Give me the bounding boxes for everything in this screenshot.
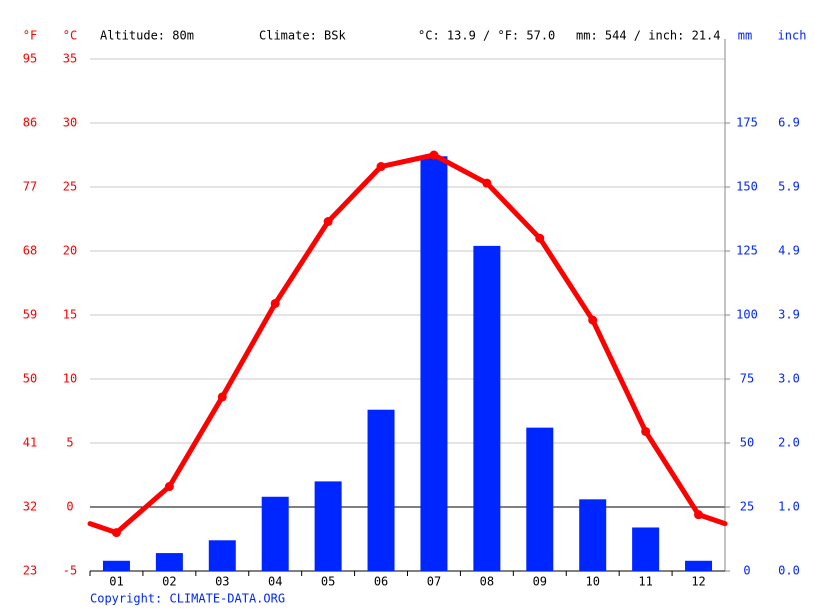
x-tick-label: 03 bbox=[215, 575, 229, 589]
f-tick-label: 23 bbox=[23, 564, 37, 578]
x-tick-label: 10 bbox=[585, 575, 599, 589]
point bbox=[376, 162, 386, 172]
y2-tick-label: 150 bbox=[736, 180, 758, 194]
point bbox=[323, 217, 333, 227]
bar bbox=[261, 496, 289, 571]
y-tick-label: -5 bbox=[63, 564, 77, 578]
y-tick-label: 30 bbox=[63, 116, 77, 130]
point bbox=[694, 510, 704, 520]
inch-tick-label: 6.9 bbox=[778, 116, 800, 130]
altitude: Altitude: 80m bbox=[100, 29, 194, 43]
point bbox=[270, 298, 280, 308]
bar bbox=[579, 499, 607, 571]
bar bbox=[473, 245, 501, 571]
bar bbox=[367, 409, 395, 571]
x-tick-label: 08 bbox=[480, 575, 494, 589]
y-tick-label: 10 bbox=[63, 372, 77, 386]
f-unit: °F bbox=[23, 29, 37, 43]
bar bbox=[102, 560, 130, 571]
y-tick-label: 35 bbox=[63, 52, 77, 66]
temp-mean: °C: 13.9 / °F: 57.0 bbox=[418, 29, 555, 43]
copyright: Copyright: CLIMATE-DATA.ORG bbox=[90, 592, 285, 606]
y2-tick-label: 125 bbox=[736, 244, 758, 258]
y2-tick-label: 25 bbox=[740, 500, 754, 514]
inch-tick-label: 5.9 bbox=[778, 180, 800, 194]
point bbox=[641, 426, 651, 436]
f-tick-label: 41 bbox=[23, 436, 37, 450]
f-tick-label: 95 bbox=[23, 52, 37, 66]
f-tick-label: 77 bbox=[23, 180, 37, 194]
x-tick-label: 09 bbox=[533, 575, 547, 589]
y2-tick-label: 100 bbox=[736, 308, 758, 322]
y2-tick-label: 50 bbox=[740, 436, 754, 450]
y2-tick-label: 75 bbox=[740, 372, 754, 386]
bar bbox=[314, 481, 342, 571]
bar bbox=[685, 560, 713, 571]
y-tick-label: 25 bbox=[63, 180, 77, 194]
inch-unit: inch bbox=[778, 29, 807, 43]
x-tick-label: 01 bbox=[109, 575, 123, 589]
f-tick-label: 50 bbox=[23, 372, 37, 386]
f-tick-label: 32 bbox=[23, 500, 37, 514]
y-tick-label: 0 bbox=[66, 500, 73, 514]
y2-tick-label: 175 bbox=[736, 116, 758, 130]
f-tick-label: 86 bbox=[23, 116, 37, 130]
inch-tick-label: 1.0 bbox=[778, 500, 800, 514]
line-wrap bbox=[696, 512, 728, 527]
y2-tick-label: 0 bbox=[743, 564, 750, 578]
c-unit: °C bbox=[63, 29, 77, 43]
f-tick-label: 68 bbox=[23, 244, 37, 258]
point bbox=[588, 315, 598, 325]
point bbox=[535, 233, 545, 243]
inch-tick-label: 3.9 bbox=[778, 308, 800, 322]
f-tick-label: 59 bbox=[23, 308, 37, 322]
x-tick-label: 07 bbox=[427, 575, 441, 589]
temperature-line bbox=[114, 152, 701, 535]
point bbox=[482, 178, 492, 188]
y-tick-label: 20 bbox=[63, 244, 77, 258]
line-wrap bbox=[87, 521, 119, 536]
x-tick-label: 06 bbox=[374, 575, 388, 589]
point bbox=[429, 150, 439, 160]
climate: Climate: BSk bbox=[259, 29, 346, 43]
inch-tick-label: 4.9 bbox=[778, 244, 800, 258]
x-tick-label: 02 bbox=[162, 575, 176, 589]
x-tick-label: 11 bbox=[638, 575, 652, 589]
bar bbox=[155, 553, 183, 571]
precip-total: mm: 544 / inch: 21.4 bbox=[576, 29, 721, 43]
point bbox=[217, 392, 227, 402]
y-tick-label: 5 bbox=[66, 436, 73, 450]
inch-tick-label: 2.0 bbox=[778, 436, 800, 450]
bar bbox=[208, 540, 236, 571]
bar bbox=[420, 156, 448, 571]
y-tick-label: 15 bbox=[63, 308, 77, 322]
inch-tick-label: 0.0 bbox=[778, 564, 800, 578]
x-tick-label: 04 bbox=[268, 575, 282, 589]
bar bbox=[632, 527, 660, 571]
x-tick-label: 12 bbox=[691, 575, 705, 589]
inch-tick-label: 3.0 bbox=[778, 372, 800, 386]
point bbox=[111, 528, 121, 538]
point bbox=[164, 482, 174, 492]
x-tick-label: 05 bbox=[321, 575, 335, 589]
bar bbox=[526, 427, 554, 571]
mm-unit: mm bbox=[738, 29, 752, 43]
